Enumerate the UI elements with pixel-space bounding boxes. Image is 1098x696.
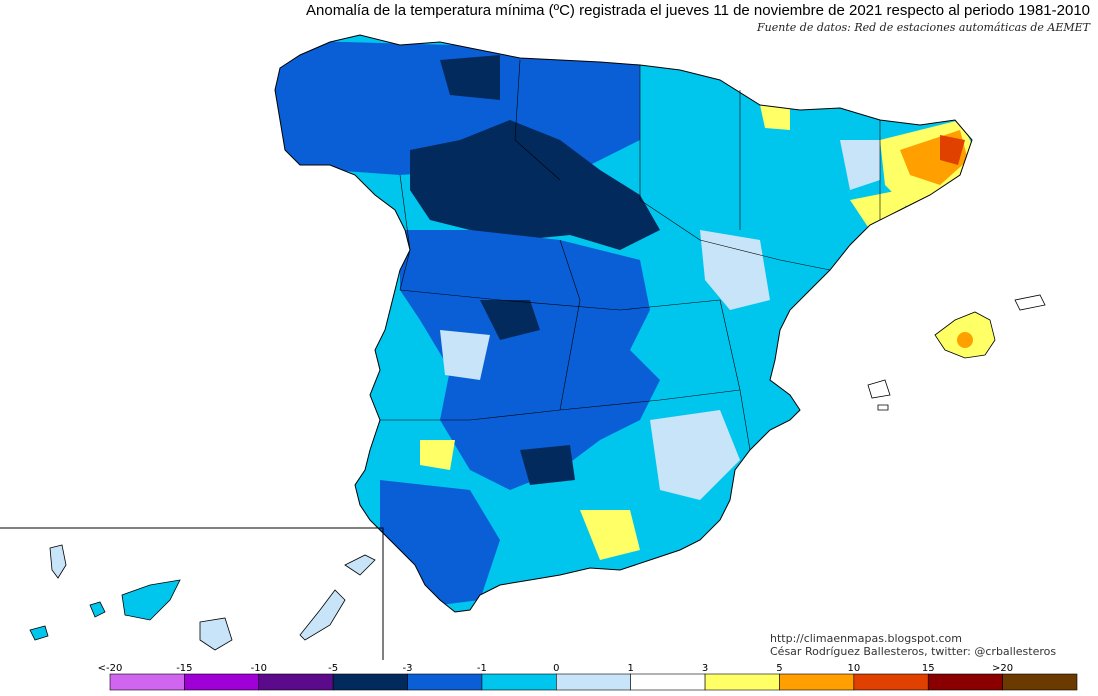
- formentera-island: [877, 404, 889, 411]
- canarias-islands: [29, 544, 376, 651]
- legend-tick-label: >20: [992, 663, 1013, 674]
- legend-swatch: [779, 673, 855, 691]
- legend-swatch: [704, 673, 780, 691]
- legend-tick-label: 3: [702, 663, 708, 674]
- credits: http://climaenmapas.blogspot.com César R…: [770, 632, 1056, 658]
- legend-tick-label: -1: [477, 663, 487, 674]
- menorca-island: [1014, 294, 1046, 311]
- legend: <-20 -15 -10 -5 -3 -1 0 1 3 5 10 15 >20: [98, 663, 1078, 691]
- legend-tick-label: 5: [776, 663, 782, 674]
- legend-swatch: [630, 673, 706, 691]
- ibiza-island: [867, 379, 891, 399]
- legend-swatch: [109, 673, 185, 691]
- legend-tick-label: 15: [922, 663, 935, 674]
- legend-swatch: [184, 673, 260, 691]
- legend-tick-label: -15: [176, 663, 192, 674]
- legend-tick-label: 1: [628, 663, 634, 674]
- data-source: Fuente de datos: Red de estaciones autom…: [757, 21, 1090, 34]
- anomaly-map: [0, 34, 1046, 660]
- legend-swatch: [481, 673, 557, 691]
- legend-tick-label: -5: [328, 663, 338, 674]
- mallorca-island: [935, 312, 995, 358]
- legend-swatch: [853, 673, 929, 691]
- legend-tick-label: 0: [553, 663, 559, 674]
- credits-author: César Rodríguez Ballesteros, twitter: @c…: [770, 645, 1057, 658]
- legend-tick-label: -3: [403, 663, 413, 674]
- legend-swatch: [332, 673, 408, 691]
- legend-tick-label: -10: [251, 663, 267, 674]
- legend-tick-label: 10: [847, 663, 860, 674]
- map-title: Anomalía de la temperatura mínima (ºC) r…: [306, 2, 1090, 19]
- legend-swatch: [556, 673, 631, 691]
- canarias-inset-frame: [0, 527, 384, 660]
- legend-tick-label: <-20: [98, 663, 123, 674]
- legend-swatch: [927, 673, 1003, 691]
- region-borders: [380, 59, 881, 451]
- legend-swatch: [1002, 673, 1078, 691]
- legend-swatch: [258, 673, 334, 691]
- iberia-landmass: [275, 35, 972, 612]
- legend-swatch: [407, 673, 483, 691]
- credits-website[interactable]: http://climaenmapas.blogspot.com: [770, 632, 962, 645]
